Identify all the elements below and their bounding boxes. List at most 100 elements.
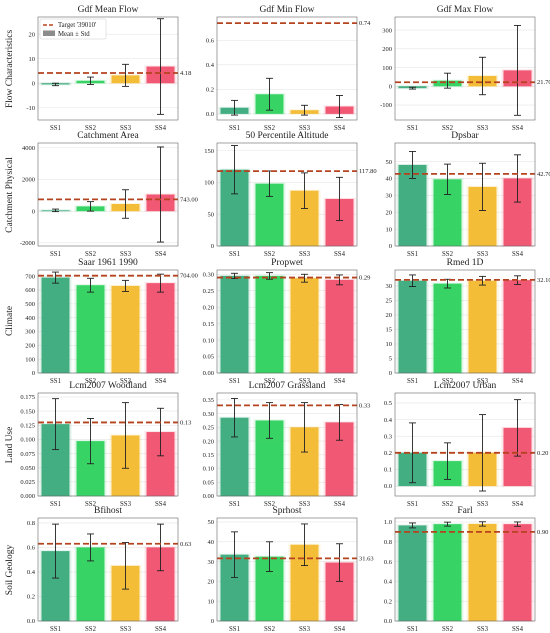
row-label-1: Flow Characteristics xyxy=(5,30,15,109)
y-tick-label: 1.0 xyxy=(384,519,392,526)
y-tick-label: 0.1 xyxy=(384,467,392,474)
y-tick-label: 0.025 xyxy=(20,479,35,486)
y-tick-label: 20 xyxy=(386,209,393,216)
y-tick-label: 50 xyxy=(208,519,215,526)
y-tick-label: 0 xyxy=(211,618,214,625)
y-tick-label: 0.075 xyxy=(20,451,35,458)
legend-box xyxy=(39,18,107,40)
y-tick-label: 0.8 xyxy=(384,539,392,546)
x-tick-label-ss1: SS1 xyxy=(229,501,240,508)
y-tick-label: 0.25 xyxy=(203,288,214,295)
y-tick-label: 0.00 xyxy=(203,370,214,377)
y-tick-label: 50 xyxy=(208,211,215,218)
panel-1: -10 0 10 20 SS1 SS2 SS3 SS4 4.18 Gdf Mean Flow xyxy=(26,4,191,132)
y-tick-label: -100 xyxy=(380,102,392,109)
bar-ss2 xyxy=(255,275,284,373)
panel-11: 0.00 0.05 0.10 0.15 0.20 0.25 0.30 0.35 SS1 SS2 SS… xyxy=(203,381,371,508)
panel-background xyxy=(395,17,535,120)
y-tick-label: 20 xyxy=(29,31,36,38)
target-value-label: 31.63 xyxy=(359,555,374,562)
x-tick-label-ss3: SS3 xyxy=(477,501,489,508)
bar-ss3 xyxy=(468,280,497,373)
y-tick-label: 20 xyxy=(386,312,393,319)
bar-ss3 xyxy=(111,285,140,373)
x-tick-label-ss1: SS1 xyxy=(50,626,61,633)
panel-title: Gdf Max Flow xyxy=(437,4,494,15)
panel-frame xyxy=(394,517,536,622)
y-tick-label: 30 xyxy=(386,283,393,290)
target-value-label: 0.74 xyxy=(359,20,371,27)
y-tick-label: 0.6 xyxy=(206,37,215,44)
x-tick-label-ss4: SS4 xyxy=(334,626,346,633)
target-value-label: 117.80 xyxy=(359,168,377,175)
y-tick-label: 0.8 xyxy=(27,520,35,527)
x-tick-label-ss4: SS4 xyxy=(512,378,524,385)
y-tick-label: 15 xyxy=(386,327,393,334)
y-tick-label: -2000 xyxy=(20,240,35,247)
y-tick-label: 0.10 xyxy=(203,466,214,473)
target-value-label: 704.00 xyxy=(180,273,198,280)
x-tick-label-ss4: SS4 xyxy=(155,125,167,132)
x-tick-label-ss4: SS4 xyxy=(512,501,524,508)
bar-ss2 xyxy=(433,283,462,373)
legend-mean-label: Mean ± Std xyxy=(58,31,90,38)
panel-background xyxy=(217,17,357,120)
x-tick-label-ss2: SS2 xyxy=(442,626,454,633)
bar-ss4 xyxy=(146,283,175,373)
x-tick-label-ss4: SS4 xyxy=(512,125,524,132)
x-tick-label-ss2: SS2 xyxy=(85,626,97,633)
x-tick-label-ss1: SS1 xyxy=(50,125,61,132)
y-tick-label: 4000 xyxy=(22,145,35,152)
y-tick-label: 300 xyxy=(382,27,392,34)
target-value-label: 32.10 xyxy=(537,277,550,284)
panel-10: 0.000 0.025 0.050 0.075 0.100 0.125 0.150 0.175… xyxy=(20,381,191,508)
y-tick-label: 0.35 xyxy=(203,397,214,404)
x-tick-label-ss2: SS2 xyxy=(85,251,97,258)
panel-title: Saar 1961 1990 xyxy=(78,258,138,268)
panel-frame xyxy=(216,142,358,247)
panel-title: Dpsbar xyxy=(451,131,479,141)
target-value-label: 0.90 xyxy=(537,529,548,536)
panel-title: Farl xyxy=(457,506,473,516)
y-tick-label: 0.15 xyxy=(203,321,214,328)
y-tick-label: 0.0 xyxy=(384,483,392,490)
target-value-label: 42.70 xyxy=(537,171,550,178)
x-tick-label-ss1: SS1 xyxy=(229,378,240,385)
y-tick-label: 0.20 xyxy=(203,438,214,445)
y-tick-label: 5 xyxy=(389,356,392,363)
y-tick-label: 0.25 xyxy=(203,425,214,432)
y-tick-label: 100 xyxy=(382,65,392,72)
y-tick-label: 10 xyxy=(386,226,393,233)
y-tick-label: 200 xyxy=(382,46,392,53)
y-tick-label: 0.05 xyxy=(203,354,214,361)
panel-12: 0.0 0.1 0.2 0.3 0.4 0.5 SS1 SS2 SS3 SS4 0.20 Lcm200… xyxy=(384,381,549,508)
y-tick-label: 200 xyxy=(25,343,35,350)
target-value-label: 4.18 xyxy=(180,70,191,77)
y-tick-label: 0.00 xyxy=(203,493,214,500)
y-tick-label: 0.3 xyxy=(384,433,392,440)
y-tick-label: 0 xyxy=(211,243,214,250)
panel-5: 0 50 100 150 SS1 SS2 SS3 SS4 117.80 50 Percentile… xyxy=(204,131,376,258)
bar-ss1 xyxy=(220,275,249,373)
row-label-5: Soil Geology xyxy=(5,545,15,596)
x-tick-label-ss1: SS1 xyxy=(407,501,418,508)
panel-title: Rmed 1D xyxy=(447,258,484,268)
x-tick-label-ss4: SS4 xyxy=(334,378,346,385)
y-tick-label: 0.5 xyxy=(384,400,392,407)
panel-title: Gdf Min Flow xyxy=(260,4,315,15)
y-tick-label: 2000 xyxy=(22,177,35,184)
panel-title: Bfihost xyxy=(94,505,122,516)
x-tick-label-ss4: SS4 xyxy=(512,626,524,633)
x-tick-label-ss3: SS3 xyxy=(120,125,132,132)
x-tick-label-ss2: SS2 xyxy=(442,251,454,258)
x-tick-label-ss1: SS1 xyxy=(50,501,61,508)
panel-15: 0.0 0.2 0.4 0.6 0.8 1.0 SS1 SS2 SS3 SS4 0.90 Farl xyxy=(384,506,549,633)
panel-frame xyxy=(216,269,358,374)
panel-14: 0 10 20 30 40 50 SS1 SS2 SS3 SS4 31.63 Sprhost xyxy=(208,506,374,633)
panel-title: Catchment Area xyxy=(77,131,139,141)
y-tick-label: 500 xyxy=(25,301,35,308)
panel-2: 0.0 0.2 0.4 0.6 SS1 SS2 SS3 SS4 0.74 Gdf Min Flow xyxy=(206,4,371,132)
x-tick-label-ss2: SS2 xyxy=(264,501,276,508)
x-tick-label-ss2: SS2 xyxy=(85,378,97,385)
y-tick-label: 10 xyxy=(29,56,36,63)
